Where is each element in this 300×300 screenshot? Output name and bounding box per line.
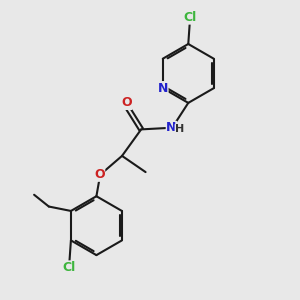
Text: Cl: Cl bbox=[183, 11, 196, 24]
Text: O: O bbox=[121, 96, 132, 110]
Text: Cl: Cl bbox=[63, 261, 76, 274]
Text: N: N bbox=[158, 82, 168, 95]
Text: N: N bbox=[166, 122, 177, 134]
Text: H: H bbox=[175, 124, 184, 134]
Text: O: O bbox=[94, 168, 105, 181]
